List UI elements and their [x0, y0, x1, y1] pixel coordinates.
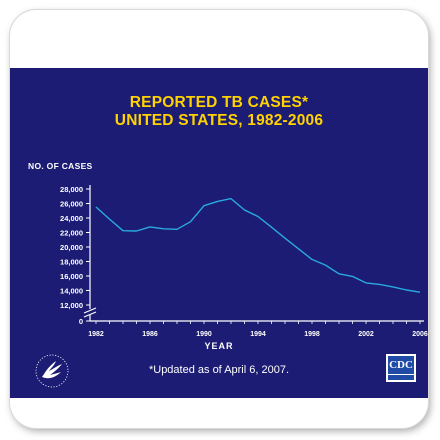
cdc-logo-icon: CDC	[386, 354, 416, 382]
y-tick-label: 22,000	[60, 229, 83, 238]
chart-title-line1: REPORTED TB CASES*	[129, 94, 309, 111]
y-tick-label: 12,000	[60, 301, 83, 310]
y-tick-label: 28,000	[60, 185, 83, 194]
cdc-logo-text: CDC	[388, 356, 414, 374]
tb-cases-line-chart: 0 12,000 14,000 16,000 18,000 20,000 22,000 24,…	[60, 185, 428, 338]
x-tick-label: 1990	[196, 331, 212, 338]
footnote: *Updated as of April 6, 2007.	[148, 364, 290, 376]
y-tick-label: 18,000	[60, 258, 83, 267]
slide-card: REPORTED TB CASES* UNITED STATES, 1982-2…	[10, 10, 428, 428]
y-tick-label: 0	[79, 317, 83, 326]
series-line-tb-cases	[95, 197, 421, 293]
y-tick-label: 26,000	[60, 200, 83, 209]
x-tick-label: 1982	[88, 331, 104, 338]
hhs-eagle-logo-icon	[35, 354, 69, 388]
x-tick-label: 1998	[304, 331, 320, 338]
slide-panel: REPORTED TB CASES* UNITED STATES, 1982-2…	[10, 68, 428, 398]
x-tick-label: 2002	[358, 331, 374, 338]
y-tick-label: 20,000	[60, 243, 83, 252]
x-tick-label: 1986	[142, 331, 158, 338]
axis-break-mark-lower	[83, 311, 97, 318]
cdc-logo-strip	[388, 375, 414, 380]
x-axis-label: YEAR	[204, 341, 234, 351]
x-tick-label: 2006	[412, 331, 428, 338]
y-tick-label: 14,000	[60, 287, 83, 296]
y-tick-label: 16,000	[60, 272, 83, 281]
y-axis-label: NO. OF CASES	[28, 161, 93, 171]
chart-title-line2: UNITED STATES, 1982-2006	[114, 112, 324, 129]
y-tick-label: 24,000	[60, 214, 83, 223]
x-tick-label: 1994	[250, 331, 266, 338]
axis-break-mark-upper	[83, 307, 97, 314]
